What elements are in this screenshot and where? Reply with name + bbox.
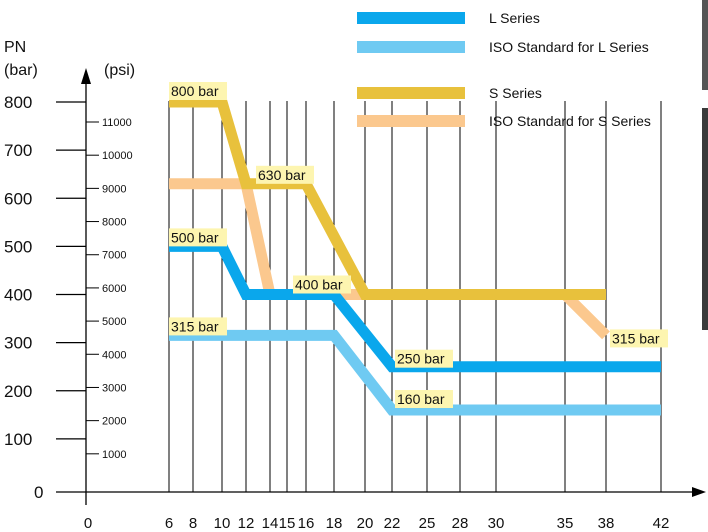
axis-ticks: 0 6 8 10 12 14 15 16 18 20 22 25 28 30 35 38 42 0 100 200 30… — [4, 93, 669, 532]
value-label: 630 bar — [256, 165, 314, 184]
bar-tick-label: 600 — [4, 189, 32, 208]
value-label: 400 bar — [293, 275, 351, 294]
psi-tick-label: 4000 — [102, 349, 126, 361]
legend-item: L Series — [357, 10, 540, 26]
bar-tick-label: 100 — [4, 430, 32, 449]
value-labels: 800 bar 630 bar 500 bar 400 bar 315 bar 250 b… — [169, 82, 668, 408]
edge-photo-strip-bottom — [702, 108, 708, 330]
x-tick-label: 35 — [557, 515, 574, 532]
legend-label: ISO Standard for S Series — [489, 113, 651, 129]
legend-swatch — [357, 115, 465, 127]
x-tick-label: 15 — [279, 515, 296, 532]
value-label-text: 400 bar — [295, 277, 343, 293]
psi-tick-label: 7000 — [102, 250, 126, 262]
psi-tick-label: 3000 — [102, 382, 126, 394]
x-tick-label: 18 — [326, 515, 343, 532]
x-tick-label: 8 — [189, 515, 197, 532]
value-label-text: 315 bar — [612, 330, 660, 346]
x-tick-label: 0 — [84, 515, 92, 532]
series-line-iso-standard-for-l-series — [169, 329, 661, 416]
legend-item: ISO Standard for S Series — [357, 113, 651, 129]
value-label-box — [293, 275, 351, 294]
bar-tick-label: 300 — [4, 334, 32, 353]
x-tick-label: 6 — [165, 515, 173, 532]
x-tick-label: 22 — [384, 515, 401, 532]
value-label: 250 bar — [395, 349, 453, 368]
value-label-box — [256, 165, 314, 184]
y-axis-title-psi-unit: (psi) — [104, 62, 135, 79]
bar-tick-label: 700 — [4, 141, 32, 160]
legend-label: S Series — [489, 85, 542, 101]
value-label-box — [395, 349, 453, 368]
series-line-l-series — [169, 240, 661, 373]
value-label: 500 bar — [169, 228, 227, 247]
psi-tick-label: 2000 — [102, 416, 126, 428]
value-label: 160 bar — [395, 390, 453, 408]
x-tick-label: 12 — [238, 515, 255, 532]
value-label-box — [395, 390, 453, 408]
bar-tick-label: 800 — [4, 93, 32, 112]
x-tick-label: 30 — [488, 515, 505, 532]
x-tick-label: 14 — [262, 515, 279, 532]
value-label-text: 800 bar — [171, 83, 219, 99]
value-label-text: 250 bar — [397, 351, 445, 367]
edge-photo-strip-top — [702, 0, 708, 90]
value-label-box — [169, 82, 227, 100]
legend: L Series ISO Standard for L Series S Serie… — [357, 0, 708, 330]
legend-label: ISO Standard for L Series — [489, 39, 649, 55]
value-label-box — [169, 228, 227, 247]
value-label-text: 315 bar — [171, 318, 219, 334]
value-label: 800 bar — [169, 82, 227, 100]
psi-tick-label: 6000 — [102, 283, 126, 295]
value-label: 315 bar — [169, 317, 227, 336]
psi-tick-label: 8000 — [102, 217, 126, 229]
y-axis-title-bar-unit: (bar) — [4, 62, 38, 79]
x-tick-label: 16 — [298, 515, 315, 532]
value-label: 315 bar — [610, 329, 668, 348]
axes: PN (bar) (psi) — [4, 39, 706, 505]
y-axis-title-pn: PN — [4, 39, 26, 56]
x-tick-label: 25 — [419, 515, 436, 532]
value-label-text: 500 bar — [171, 229, 219, 245]
psi-tick-label: 10000 — [102, 150, 133, 162]
legend-swatch — [357, 87, 465, 99]
y-axis-arrow — [81, 68, 91, 84]
x-tick-label: 28 — [452, 515, 469, 532]
bar-tick-label: 200 — [4, 382, 32, 401]
legend-swatch — [357, 12, 465, 24]
bar-tick-label: 500 — [4, 237, 32, 256]
bar-tick-label: 0 — [34, 483, 43, 502]
x-tick-label: 20 — [357, 515, 374, 532]
value-label-text: 630 bar — [258, 167, 306, 183]
legend-item: ISO Standard for L Series — [357, 39, 649, 55]
value-label-box — [169, 317, 227, 336]
psi-tick-label: 5000 — [102, 316, 126, 328]
legend-swatch — [357, 41, 465, 53]
bar-tick-label: 400 — [4, 286, 32, 305]
x-axis-arrow — [692, 487, 706, 497]
psi-tick-label: 11000 — [102, 117, 132, 129]
legend-item: S Series — [357, 85, 542, 101]
value-label-text: 160 bar — [397, 391, 445, 407]
legend-label: L Series — [489, 10, 540, 26]
psi-tick-label: 1000 — [102, 449, 126, 461]
x-tick-label: 10 — [214, 515, 231, 532]
psi-tick-label: 9000 — [102, 183, 126, 195]
x-tick-label: 38 — [598, 515, 615, 532]
value-label-box — [610, 329, 668, 348]
x-tick-label: 42 — [653, 515, 670, 532]
